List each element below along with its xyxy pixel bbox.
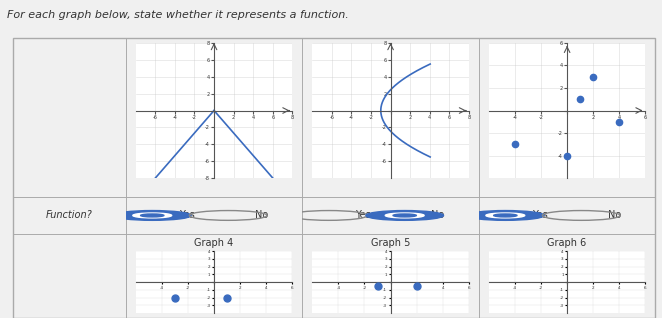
Text: No: No [431, 211, 444, 220]
Text: Graph 3: Graph 3 [547, 43, 587, 53]
Text: No: No [255, 211, 268, 220]
Circle shape [140, 214, 164, 217]
Circle shape [494, 214, 517, 217]
Text: Yes: Yes [355, 211, 371, 220]
Text: Yes: Yes [179, 211, 195, 220]
Text: Graph 1: Graph 1 [195, 43, 234, 53]
Text: No: No [608, 211, 621, 220]
Text: Graph 2: Graph 2 [371, 43, 410, 53]
Circle shape [393, 214, 416, 217]
Text: For each graph below, state whether it represents a function.: For each graph below, state whether it r… [7, 10, 348, 19]
Circle shape [486, 213, 525, 218]
Circle shape [467, 211, 544, 220]
Circle shape [113, 211, 191, 220]
Text: Graph 6: Graph 6 [547, 238, 587, 248]
Text: Graph 4: Graph 4 [195, 238, 234, 248]
Circle shape [133, 213, 171, 218]
Text: Graph 5: Graph 5 [371, 238, 410, 248]
Circle shape [385, 213, 424, 218]
Circle shape [366, 211, 444, 220]
Text: Function?: Function? [46, 211, 93, 220]
Text: Yes: Yes [532, 211, 547, 220]
